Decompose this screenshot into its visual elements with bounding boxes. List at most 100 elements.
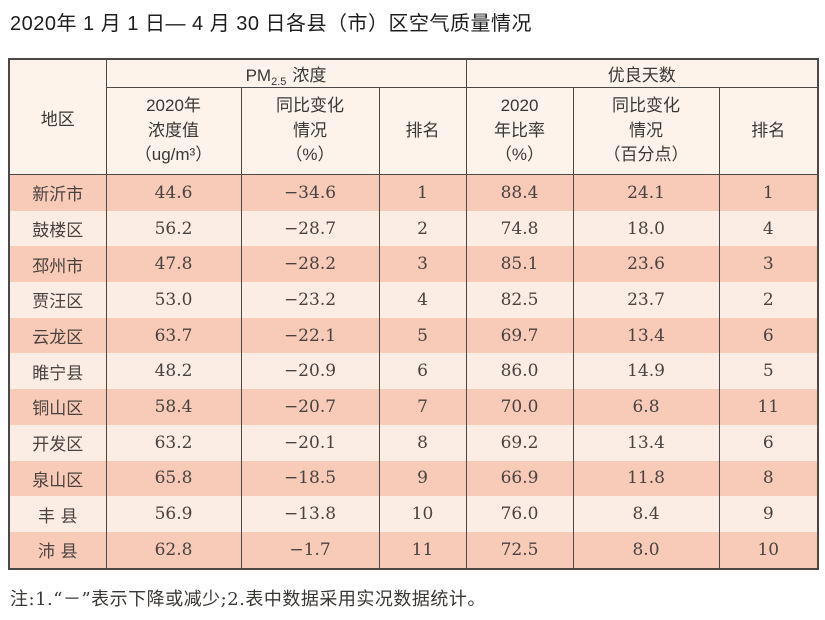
pm-rank-cell: 3 bbox=[378, 246, 467, 283]
col-header-pm-value: 2020年 浓度值 （ug/m³） bbox=[105, 87, 242, 175]
region-cell: 睢宁县 bbox=[8, 353, 107, 390]
region-cell: 铜山区 bbox=[8, 389, 107, 425]
pm-concentration-cell: 63.7 bbox=[105, 317, 242, 354]
pm-concentration-cell: 56.9 bbox=[105, 496, 242, 532]
table-row: 泉山区 65.8 −18.5 9 66.9 11.8 8 bbox=[8, 460, 819, 497]
good-rank-cell: 6 bbox=[718, 424, 819, 461]
region-cell: 鼓楼区 bbox=[8, 210, 107, 247]
col-header-good-change: 同比变化 情况 （百分点） bbox=[572, 87, 720, 175]
good-ratio-cell: 74.8 bbox=[465, 210, 574, 247]
region-cell: 丰 县 bbox=[8, 496, 107, 532]
good-ratio-cell: 86.0 bbox=[465, 353, 574, 390]
good-rank-cell: 1 bbox=[718, 174, 819, 211]
good-ratio-cell: 85.1 bbox=[465, 246, 574, 283]
good-change-cell: 13.4 bbox=[572, 317, 720, 354]
pm-rank-cell: 4 bbox=[378, 282, 467, 318]
pm-concentration-cell: 53.0 bbox=[105, 282, 242, 318]
table-row: 沛 县 62.8 −1.7 11 72.5 8.0 10 bbox=[8, 531, 819, 569]
col-header-good-rank: 排名 bbox=[718, 87, 819, 175]
good-change-cell: 6.8 bbox=[572, 389, 720, 425]
pm-rank-cell: 8 bbox=[378, 424, 467, 461]
pm-rank-cell: 10 bbox=[378, 496, 467, 532]
pm-rank-cell: 6 bbox=[378, 353, 467, 390]
pm-concentration-cell: 47.8 bbox=[105, 246, 242, 283]
pm-change-cell: −23.2 bbox=[240, 282, 380, 318]
good-ratio-cell: 88.4 bbox=[465, 174, 574, 211]
good-change-cell: 8.4 bbox=[572, 496, 720, 532]
pm-concentration-cell: 58.4 bbox=[105, 389, 242, 425]
good-rank-cell: 8 bbox=[718, 460, 819, 497]
good-change-cell: 23.6 bbox=[572, 246, 720, 283]
pm-change-cell: −20.9 bbox=[240, 353, 380, 390]
good-change-cell: 24.1 bbox=[572, 174, 720, 211]
pm-label: PM bbox=[245, 66, 272, 85]
group-header-pm25: PM2.5 浓度 bbox=[105, 58, 467, 88]
pm-change-cell: −18.5 bbox=[240, 460, 380, 497]
pm-rank-cell: 7 bbox=[378, 389, 467, 425]
pm-change-cell: −28.2 bbox=[240, 246, 380, 283]
pm-rank-cell: 2 bbox=[378, 210, 467, 247]
table-row: 铜山区 58.4 −20.7 7 70.0 6.8 11 bbox=[8, 389, 819, 425]
pm-change-cell: −20.7 bbox=[240, 389, 380, 425]
pm-rank-cell: 9 bbox=[378, 460, 467, 497]
table-row: 邳州市 47.8 −28.2 3 85.1 23.6 3 bbox=[8, 246, 819, 283]
good-rank-cell: 3 bbox=[718, 246, 819, 283]
col-header-good-ratio: 2020 年比率 （%） bbox=[465, 87, 574, 175]
good-ratio-cell: 69.7 bbox=[465, 317, 574, 354]
region-cell: 邳州市 bbox=[8, 246, 107, 283]
good-change-cell: 11.8 bbox=[572, 460, 720, 497]
pm-concentration-cell: 44.6 bbox=[105, 174, 242, 211]
region-cell: 新沂市 bbox=[8, 174, 107, 211]
pm-change-cell: −20.1 bbox=[240, 424, 380, 461]
good-rank-cell: 9 bbox=[718, 496, 819, 532]
table-row: 云龙区 63.7 −22.1 5 69.7 13.4 6 bbox=[8, 317, 819, 354]
pm-concentration-cell: 56.2 bbox=[105, 210, 242, 247]
table-row: 丰 县 56.9 −13.8 10 76.0 8.4 9 bbox=[8, 496, 819, 532]
good-rank-cell: 2 bbox=[718, 282, 819, 318]
good-ratio-cell: 69.2 bbox=[465, 424, 574, 461]
pm-concentration-cell: 63.2 bbox=[105, 424, 242, 461]
col-header-pm-change: 同比变化 情况 （%） bbox=[240, 87, 380, 175]
region-cell: 泉山区 bbox=[8, 460, 107, 497]
good-change-cell: 14.9 bbox=[572, 353, 720, 390]
group-header-row: 地区 PM2.5 浓度 优良天数 bbox=[8, 58, 819, 175]
region-cell: 开发区 bbox=[8, 424, 107, 461]
good-ratio-cell: 70.0 bbox=[465, 389, 574, 425]
group-header-good-days: 优良天数 bbox=[465, 58, 819, 88]
table-row: 贾汪区 53.0 −23.2 4 82.5 23.7 2 bbox=[8, 282, 819, 318]
col-header-pm-rank: 排名 bbox=[378, 87, 467, 175]
air-quality-table: 地区 PM2.5 浓度 优良天数 2020年 浓度值 （ug/m³） 同比变化 情… bbox=[8, 58, 820, 570]
region-cell: 云龙区 bbox=[8, 317, 107, 354]
good-change-cell: 23.7 bbox=[572, 282, 720, 318]
pm-change-cell: −1.7 bbox=[240, 531, 380, 569]
region-cell: 沛 县 bbox=[8, 531, 107, 569]
page-title: 2020年 1 月 1 日— 4 月 30 日各县（市）区空气质量情况 bbox=[10, 13, 533, 35]
sub-header-row: 2020年 浓度值 （ug/m³） 同比变化 情况 （%） 排名 2020 年比… bbox=[9, 87, 819, 175]
pm-suffix-label: 浓度 bbox=[292, 66, 327, 85]
good-rank-cell: 4 bbox=[718, 210, 819, 247]
good-rank-cell: 10 bbox=[718, 531, 819, 569]
pm-change-cell: −22.1 bbox=[240, 317, 380, 354]
good-rank-cell: 6 bbox=[718, 317, 819, 354]
table-row: 鼓楼区 56.2 −28.7 2 74.8 18.0 4 bbox=[8, 210, 819, 247]
good-change-cell: 18.0 bbox=[572, 210, 720, 247]
pm-rank-cell: 11 bbox=[378, 531, 467, 569]
good-ratio-cell: 72.5 bbox=[465, 531, 574, 569]
pm-change-cell: −28.7 bbox=[240, 210, 380, 247]
footnote: 注:1.“－”表示下降或减少;2.表中数据采用实况数据统计。 bbox=[10, 588, 486, 610]
table-row: 睢宁县 48.2 −20.9 6 86.0 14.9 5 bbox=[8, 353, 819, 390]
pm-subscript: 2.5 bbox=[271, 76, 287, 88]
pm-change-cell: −13.8 bbox=[240, 496, 380, 532]
pm-concentration-cell: 48.2 bbox=[105, 353, 242, 390]
good-ratio-cell: 76.0 bbox=[465, 496, 574, 532]
good-ratio-cell: 66.9 bbox=[465, 460, 574, 497]
good-ratio-cell: 82.5 bbox=[465, 282, 574, 318]
good-change-cell: 13.4 bbox=[572, 424, 720, 461]
pm-concentration-cell: 62.8 bbox=[105, 531, 242, 569]
pm-change-cell: −34.6 bbox=[240, 174, 380, 211]
region-cell: 贾汪区 bbox=[8, 282, 107, 318]
pm-rank-cell: 5 bbox=[378, 317, 467, 354]
pm-concentration-cell: 65.8 bbox=[105, 460, 242, 497]
col-header-region: 地区 bbox=[8, 58, 107, 175]
